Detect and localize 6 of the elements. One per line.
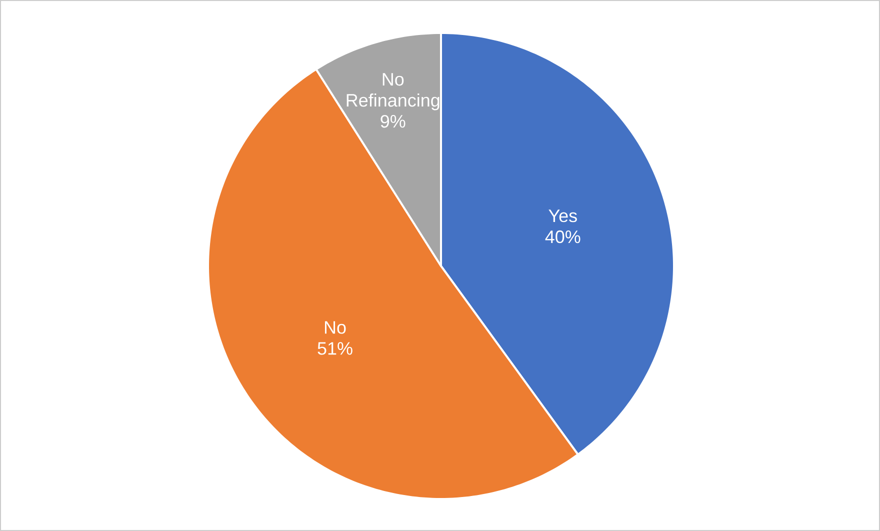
slice-label: Yes <box>548 210 577 222</box>
data-label: 9% <box>380 114 406 128</box>
slice-label: No Refinancing <box>346 73 440 110</box>
data-label: 40% <box>545 230 580 244</box>
data-label: 51% <box>318 342 352 355</box>
slice-label: No <box>324 321 346 334</box>
